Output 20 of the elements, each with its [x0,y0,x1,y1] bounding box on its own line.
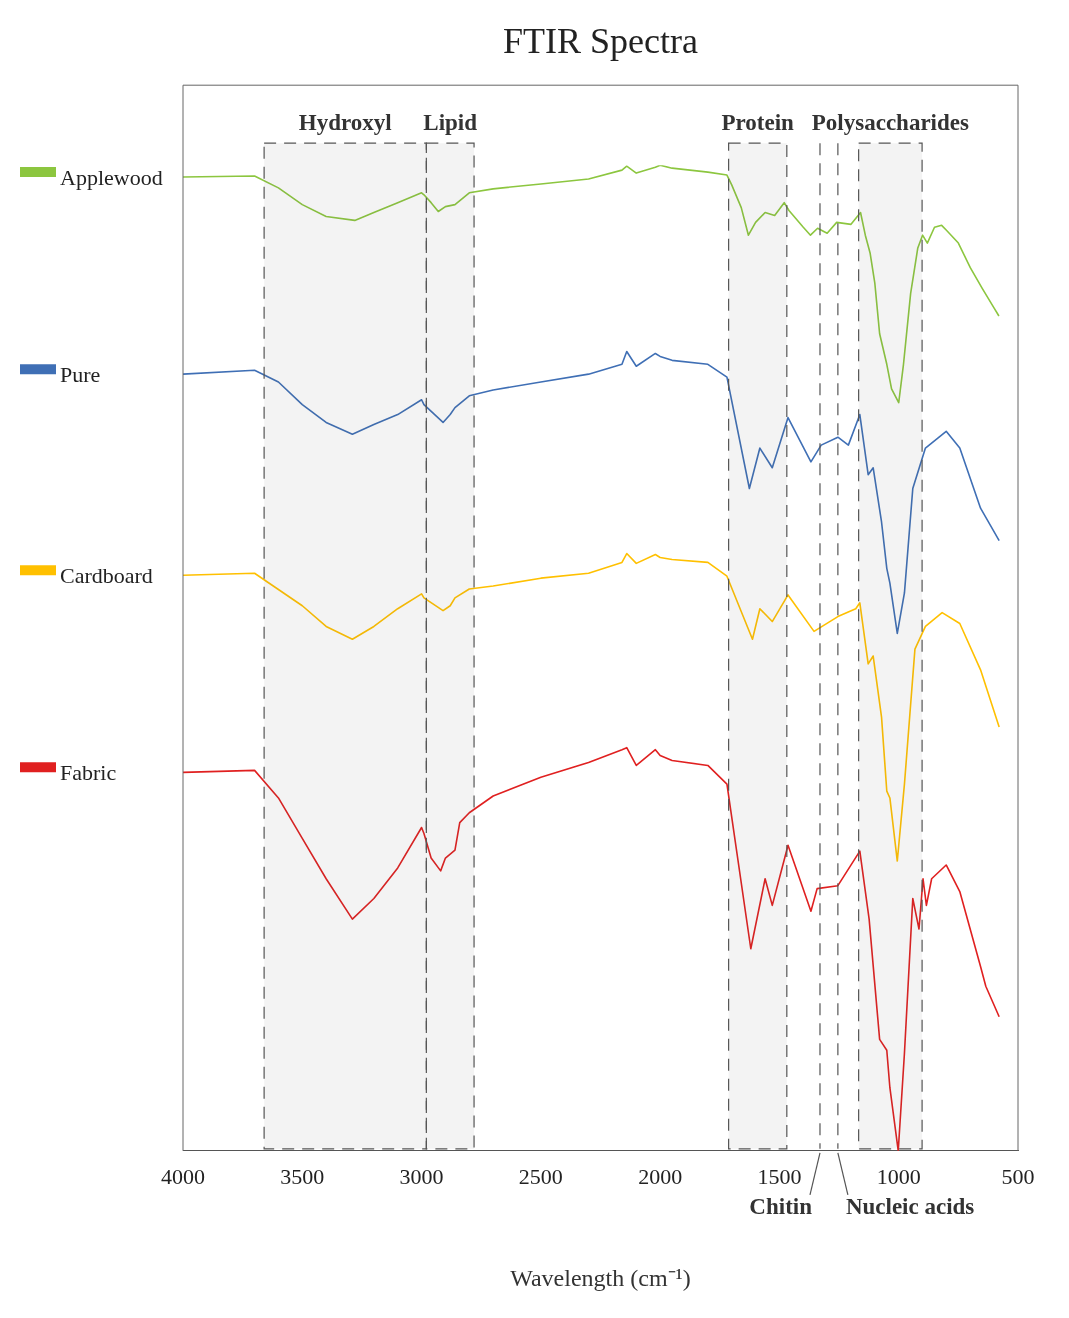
x-tick-label: 2000 [638,1163,683,1189]
x-axis-title: Wavelength (cm⁻¹) [510,1264,691,1291]
band-label: Polysaccharides [811,109,969,135]
band-label: Hydroxyl [298,109,392,135]
x-tick-label: 3000 [399,1163,444,1189]
x-tick-label: 1000 [876,1163,921,1189]
band-label: Protein [721,109,795,135]
ref-line-label: Chitin [749,1194,813,1220]
band-label: Lipid [423,109,478,135]
legend-label: Pure [60,361,101,387]
x-tick-label: 3500 [280,1163,325,1189]
ref-line-label: Nucleic acids [845,1194,975,1220]
x-tick-label: 2500 [518,1163,563,1189]
chart-title: FTIR Spectra [503,21,698,62]
x-tick-label: 4000 [161,1163,205,1189]
x-tick-label: 1500 [757,1163,802,1189]
x-tick-label: 500 [1001,1163,1035,1189]
legend-label: Fabric [60,760,117,786]
legend-label: Applewood [60,164,163,190]
legend-label: Cardboard [60,562,153,588]
